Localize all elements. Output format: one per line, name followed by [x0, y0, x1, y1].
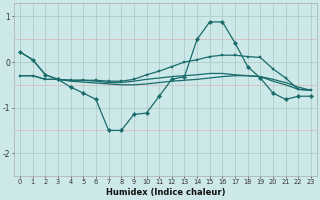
- X-axis label: Humidex (Indice chaleur): Humidex (Indice chaleur): [106, 188, 225, 197]
